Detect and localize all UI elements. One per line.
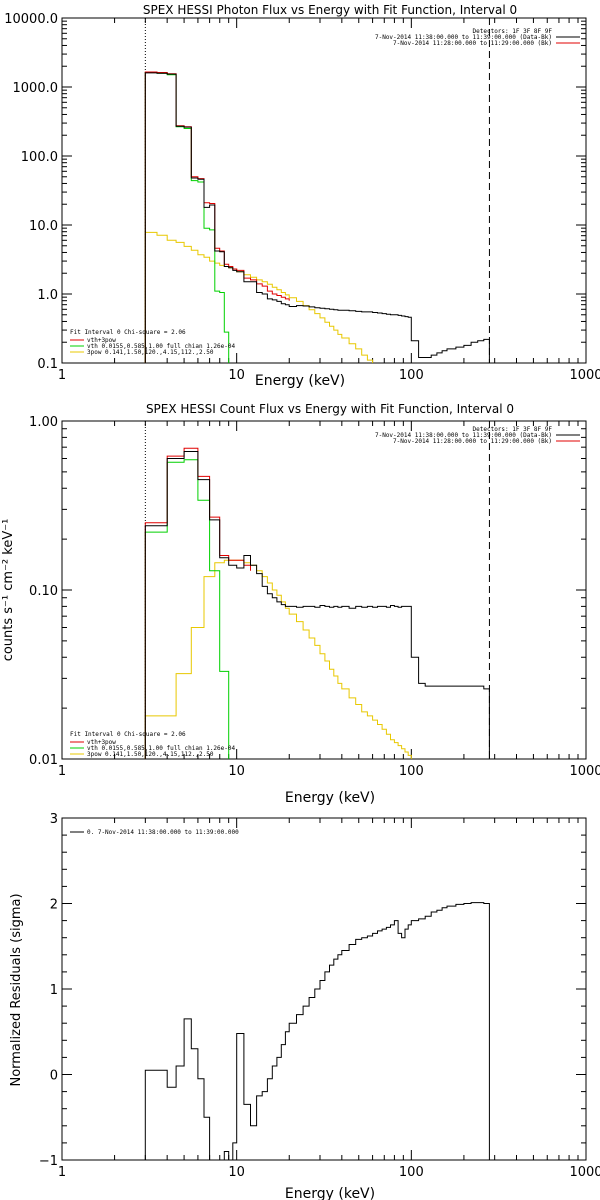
panel2-detector-legend: Detectors: 1F 3F 8F 9F 7-Nov-2014 11:38:…	[375, 426, 580, 445]
panel1-legend-entry: 7-Nov-2014 11:38:00.000 to 11:39:00.000 …	[375, 34, 552, 41]
y-tick-label: 0.1	[37, 357, 58, 372]
panel1-fit-entry: vth+3pow	[87, 337, 116, 344]
panel2-series	[144, 447, 490, 759]
x-tick-label: 100	[399, 1165, 424, 1180]
series-data-histogram	[144, 72, 490, 363]
panel3-xlabel: Energy (keV)	[285, 1186, 375, 1200]
panel-photon-flux: SPEX HESSI Photon Flux vs Energy with Fi…	[4, 3, 600, 389]
panel1-fit-header: Fit Interval 0 Chi-square = 2.06	[70, 329, 186, 336]
x-tick-label: 1	[58, 368, 66, 383]
panel1-xlabel: Energy (keV)	[255, 373, 345, 389]
panel2-legend-header: Detectors: 1F 3F 8F 9F	[473, 426, 553, 433]
series-data-histogram	[144, 902, 490, 1160]
panel2-ylabel: counts s⁻¹ cm⁻² keV⁻¹	[1, 519, 16, 662]
panel1-title: SPEX HESSI Photon Flux vs Energy with Fi…	[143, 3, 517, 17]
panel3-axes: 1 10 100 1000 −1 0 1 2 3 Energy (keV)	[39, 812, 600, 1200]
x-tick-label: 1	[58, 764, 66, 779]
panel1-fit-entry: vth 0.0155,0.585,1.00 full chian 1.26e-0…	[87, 343, 235, 350]
panel2-legend-entry: 7-Nov-2014 11:38:00.000 to 11:39:00.000 …	[375, 432, 552, 439]
panel2-fit-legend: Fit Interval 0 Chi-square = 2.06 vth+3po…	[70, 731, 235, 758]
y-tick-label: 0	[50, 1069, 58, 1084]
panel1-fit-legend: Fit Interval 0 Chi-square = 2.06 vth+3po…	[70, 329, 235, 356]
y-tick-label: 0.01	[29, 753, 58, 768]
y-tick-label: 100.0	[21, 150, 58, 165]
panel1-series	[144, 71, 490, 363]
panel2-reference-lines	[144, 421, 490, 759]
panel3-legend: 0. 7-Nov-2014 11:38:00.000 to 11:39:00.0…	[70, 829, 239, 836]
series-power-histogram	[144, 559, 420, 759]
x-tick-label: 10	[228, 1165, 245, 1180]
panel2-frame	[61, 420, 587, 760]
x-tick-label: 100	[399, 368, 424, 383]
y-tick-label: 2	[50, 898, 58, 913]
panel2-title: SPEX HESSI Count Flux vs Energy with Fit…	[146, 402, 514, 416]
y-tick-label: 1.00	[29, 415, 58, 430]
y-tick-label: −1	[39, 1154, 58, 1169]
panel3-ylabel: Normalized Residuals (sigma)	[9, 893, 24, 1086]
x-tick-label: 10	[228, 764, 245, 779]
panel2-fit-entry: vth 0.0155,0.585,1.00 full chian 1.26e-0…	[87, 745, 235, 752]
y-tick-label: 10000.0	[4, 12, 58, 27]
series-total-histogram	[144, 71, 290, 363]
panel2-fit-entry: 3pow 0.141,1.50,120.,4.15,112.,2.50	[87, 751, 214, 758]
panel1-legend-entry: 7-Nov-2014 11:28:00.000 to 11:29:00.000 …	[393, 40, 552, 47]
y-tick-label: 0.10	[29, 584, 58, 599]
panel2-axes: 1 10 100 1000 0.01 0.10 1.00 Energy (keV)	[29, 415, 600, 806]
x-tick-label: 1000	[569, 764, 600, 779]
panel2-fit-entry: vth+3pow	[87, 739, 116, 746]
panel-count-flux: SPEX HESSI Count Flux vs Energy with Fit…	[1, 402, 600, 806]
x-tick-label: 10	[228, 368, 245, 383]
y-tick-label: 10.0	[29, 219, 58, 234]
panel1-frame	[61, 17, 587, 364]
series-power-histogram	[144, 231, 374, 363]
x-tick-label: 1	[58, 1165, 66, 1180]
series-data-histogram	[144, 451, 490, 759]
x-tick-label: 1000	[569, 1165, 600, 1180]
y-tick-label: 1000.0	[13, 81, 59, 96]
panel2-xlabel: Energy (keV)	[285, 790, 375, 806]
x-tick-label: 1000	[569, 368, 600, 383]
panel1-detector-legend: Detectors: 1F 3F 8F 9F 7-Nov-2014 11:38:…	[375, 28, 580, 47]
panel1-reference-lines	[144, 18, 490, 363]
panel3-legend-entry: 0. 7-Nov-2014 11:38:00.000 to 11:39:00.0…	[87, 829, 239, 836]
x-tick-label: 100	[399, 764, 424, 779]
panel2-fit-header: Fit Interval 0 Chi-square = 2.06	[70, 731, 186, 738]
panel1-fit-entry: 3pow 0.141,1.50,120.,4.15,112.,2.50	[87, 349, 214, 356]
panel3-frame	[61, 817, 587, 1161]
panel1-legend-header: Detectors: 1F 3F 8F 9F	[473, 28, 553, 35]
y-tick-label: 1	[50, 983, 58, 998]
y-tick-label: 1.0	[37, 288, 58, 303]
panel-residuals: Normalized Residuals (sigma) 1 10 100 1000 …	[9, 812, 600, 1200]
y-tick-label: 3	[50, 812, 58, 827]
panel1-axes: 1 10 100 1000 0.11.010.0100.01000.010000.0 …	[4, 12, 600, 389]
panel2-legend-entry: 7-Nov-2014 11:28:00.000 to 11:29:00.000 …	[393, 438, 552, 445]
panel3-series	[144, 902, 490, 1160]
